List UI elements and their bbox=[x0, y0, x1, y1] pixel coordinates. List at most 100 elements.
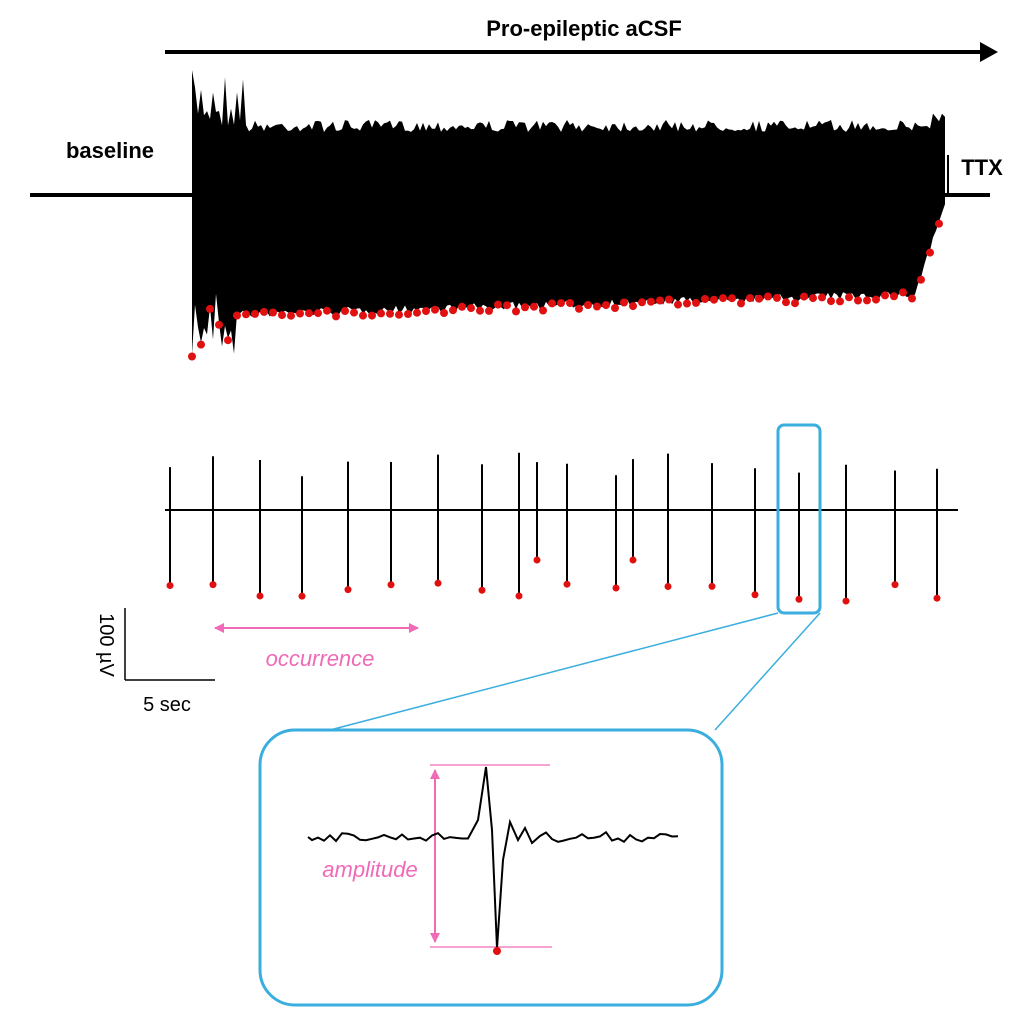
event-dot bbox=[269, 308, 277, 317]
seizure-trace bbox=[188, 70, 945, 361]
baseline-label: baseline bbox=[66, 138, 154, 163]
event-dot bbox=[845, 293, 853, 302]
event-dot bbox=[791, 299, 799, 308]
event-dot bbox=[575, 304, 583, 313]
event-dot bbox=[899, 288, 907, 297]
spike-dot bbox=[664, 582, 672, 590]
spike-dot bbox=[166, 582, 174, 590]
event-dot bbox=[350, 308, 358, 317]
event-dot bbox=[449, 306, 457, 315]
event-dot bbox=[467, 304, 475, 313]
event-dot bbox=[386, 309, 394, 318]
event-dot bbox=[341, 307, 349, 315]
event-dot bbox=[233, 311, 241, 320]
event-dot bbox=[530, 302, 538, 311]
scale-h-label: 5 sec bbox=[143, 694, 191, 716]
event-dot bbox=[809, 294, 817, 303]
event-dot bbox=[701, 295, 709, 303]
spike-dot bbox=[434, 579, 442, 587]
event-dot bbox=[359, 311, 367, 320]
event-dot bbox=[539, 306, 547, 315]
event-dot bbox=[494, 300, 502, 309]
ttx-label: TTX bbox=[961, 155, 1003, 180]
event-dot bbox=[566, 299, 574, 307]
event-dot bbox=[224, 336, 232, 345]
event-dot bbox=[611, 304, 619, 312]
spike-dot bbox=[256, 592, 264, 600]
event-dot bbox=[368, 311, 376, 320]
spike-dot bbox=[933, 594, 941, 602]
event-dot bbox=[917, 275, 925, 284]
event-dot bbox=[647, 297, 655, 306]
event-dot bbox=[431, 305, 439, 314]
event-dot bbox=[692, 298, 700, 307]
event-dot bbox=[674, 300, 682, 309]
amplitude-label: amplitude bbox=[322, 857, 417, 882]
spike-dot bbox=[344, 586, 352, 594]
event-dot bbox=[296, 309, 304, 318]
spike-dot bbox=[751, 591, 759, 599]
event-dot bbox=[620, 298, 628, 307]
event-dot bbox=[242, 310, 250, 319]
spike-dot bbox=[387, 581, 395, 589]
event-dot bbox=[440, 309, 448, 317]
event-dot bbox=[215, 320, 223, 329]
event-dot bbox=[251, 309, 259, 318]
event-dot bbox=[512, 307, 520, 316]
event-dot bbox=[584, 301, 592, 309]
event-dot bbox=[818, 293, 826, 302]
spike-dot bbox=[612, 584, 620, 592]
event-dot bbox=[935, 219, 943, 228]
event-dot bbox=[332, 312, 340, 321]
event-dot bbox=[638, 298, 646, 307]
title: Pro-epileptic aCSF bbox=[486, 16, 682, 41]
event-dot bbox=[503, 301, 511, 310]
event-dot bbox=[683, 299, 691, 308]
event-dot bbox=[656, 296, 664, 305]
event-dot bbox=[314, 309, 322, 318]
inset-box bbox=[258, 728, 724, 1007]
event-dot bbox=[836, 297, 844, 306]
event-dot bbox=[188, 352, 196, 361]
event-dot bbox=[827, 297, 835, 306]
spike-dot bbox=[478, 586, 486, 594]
inset-waveform bbox=[307, 766, 679, 949]
scale-v-label: 100 µV bbox=[95, 613, 117, 677]
event-dot bbox=[413, 308, 421, 317]
event-dot bbox=[881, 291, 889, 300]
zoom-box bbox=[776, 423, 822, 615]
event-dot bbox=[854, 296, 862, 305]
zoom-line bbox=[329, 612, 779, 731]
event-dot bbox=[323, 306, 331, 315]
event-dot bbox=[863, 296, 871, 305]
event-dot bbox=[476, 306, 484, 315]
event-dot bbox=[710, 295, 718, 304]
event-dot bbox=[773, 293, 781, 302]
event-dot bbox=[728, 294, 736, 303]
event-dot bbox=[872, 295, 880, 304]
event-dot bbox=[206, 304, 214, 313]
event-dot bbox=[485, 306, 493, 315]
zoom-line bbox=[714, 612, 821, 731]
event-dot bbox=[908, 294, 916, 303]
occurrence-label: occurrence bbox=[266, 646, 375, 671]
spike-trace bbox=[166, 452, 941, 605]
event-dot bbox=[746, 294, 754, 303]
spike-dot bbox=[629, 556, 637, 564]
event-dot bbox=[377, 309, 385, 318]
seizure-block bbox=[192, 70, 945, 355]
event-dot bbox=[800, 292, 808, 301]
event-dot bbox=[521, 303, 529, 312]
event-dot bbox=[278, 311, 286, 320]
spike-dot bbox=[563, 580, 571, 588]
event-dot bbox=[197, 340, 205, 349]
spike-dot bbox=[533, 556, 541, 564]
event-dot bbox=[593, 302, 601, 311]
event-dot bbox=[755, 294, 763, 303]
event-dot bbox=[782, 298, 790, 307]
event-dot bbox=[764, 292, 772, 301]
event-dot bbox=[602, 301, 610, 310]
event-dot bbox=[665, 295, 673, 304]
event-dot bbox=[422, 307, 430, 315]
